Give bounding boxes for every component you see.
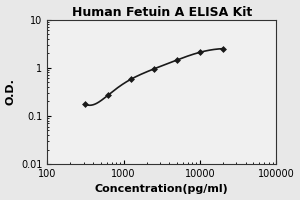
Y-axis label: O.D.: O.D. [6, 78, 16, 105]
Title: Human Fetuin A ELISA Kit: Human Fetuin A ELISA Kit [72, 6, 252, 19]
X-axis label: Concentration(pg/ml): Concentration(pg/ml) [95, 184, 229, 194]
